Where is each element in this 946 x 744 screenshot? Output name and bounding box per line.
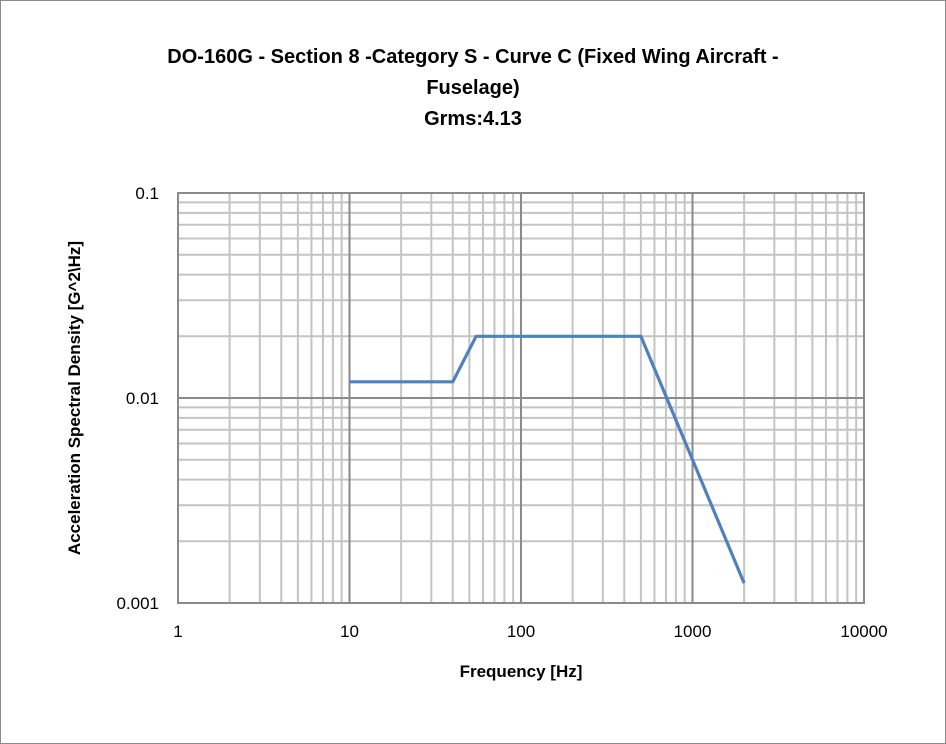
chart-title-line-3: Grms:4.13 (424, 108, 522, 130)
chart-title-line-1: DO-160G - Section 8 -Category S - Curve … (167, 46, 779, 68)
series-line-0 (349, 334, 746, 584)
chart-title: DO-160G - Section 8 -Category S - Curve … (100, 42, 846, 135)
x-tick-label: 100 (507, 622, 535, 641)
x-tick-labels: 1 10 100 1000 10000 (173, 622, 887, 641)
y-tick-labels: 0.001 0.01 0.1 (116, 184, 159, 613)
x-tick-label: 10000 (840, 622, 887, 641)
series-layer (349, 334, 746, 584)
y-axis-label: Acceleration Spectral Density [G^2\Hz] (65, 241, 84, 555)
x-tick-label: 1000 (674, 622, 712, 641)
plot-border (177, 192, 865, 604)
y-tick-label: 0.1 (135, 184, 159, 203)
x-tick-label: 10 (340, 622, 359, 641)
y-tick-label: 0.01 (126, 389, 159, 408)
x-tick-label: 1 (173, 622, 182, 641)
x-axis-label: Frequency [Hz] (460, 662, 583, 681)
y-tick-label: 0.001 (116, 594, 159, 613)
chart-title-line-2: Fuselage) (426, 77, 520, 99)
plot-area-border (177, 192, 865, 604)
